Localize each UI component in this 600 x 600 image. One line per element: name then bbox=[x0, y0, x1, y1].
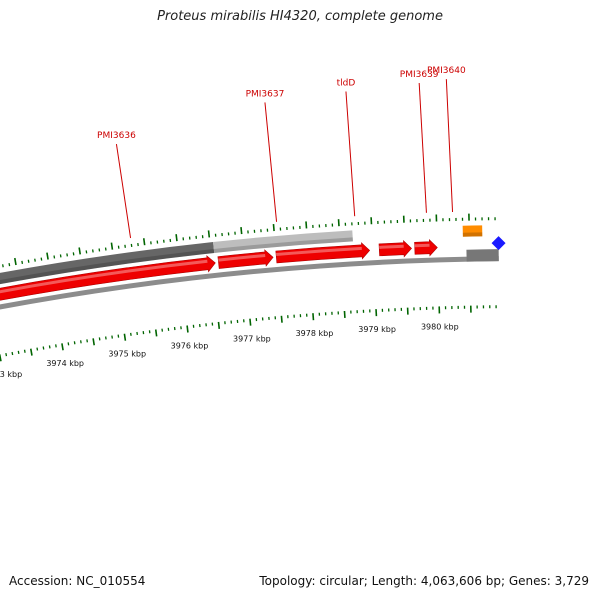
kbp-label: 3980 kbp bbox=[421, 322, 459, 331]
feature-band bbox=[213, 230, 353, 253]
cds-arrow bbox=[217, 249, 274, 269]
outer-tick-marks bbox=[2, 213, 496, 268]
outer-tick bbox=[175, 234, 178, 242]
gene-leader-line bbox=[345, 91, 356, 217]
cds-arrow-highlight bbox=[379, 244, 404, 249]
inner-tick bbox=[36, 347, 39, 351]
cds-arrow bbox=[414, 238, 438, 257]
inner-tick bbox=[0, 354, 2, 362]
cds-arrow bbox=[378, 239, 412, 258]
inner-tick bbox=[17, 350, 20, 354]
inner-tick bbox=[61, 343, 64, 351]
outer-tick bbox=[27, 259, 30, 263]
outer-tick bbox=[8, 263, 11, 267]
feature-band-shade bbox=[0, 249, 215, 285]
cds-arrow bbox=[0, 255, 216, 301]
gene-leader-line bbox=[115, 143, 132, 239]
backbone-track bbox=[0, 249, 499, 310]
inner-tick bbox=[154, 329, 158, 337]
backbone-grey-block bbox=[466, 249, 499, 262]
cds-arrow-highlight bbox=[275, 246, 362, 256]
gene-label: PMI3636 bbox=[97, 131, 136, 141]
inner-tick bbox=[5, 353, 8, 357]
inner-tick bbox=[249, 318, 252, 326]
inner-tick bbox=[29, 348, 33, 356]
inner-tick bbox=[186, 325, 189, 333]
outer-tick bbox=[272, 224, 275, 232]
blue-feature bbox=[491, 236, 506, 251]
gene-label: PMI3640 bbox=[427, 66, 466, 76]
outer-tick bbox=[2, 264, 4, 268]
inner-tick bbox=[217, 321, 221, 329]
inner-tick-marks bbox=[0, 305, 497, 362]
outer-tick bbox=[46, 252, 49, 260]
feature-band-shade bbox=[462, 232, 483, 237]
outer-tick bbox=[13, 257, 17, 266]
outer-tick bbox=[207, 230, 211, 238]
outer-tick bbox=[305, 221, 308, 229]
cds-arrow-highlight bbox=[0, 259, 208, 294]
cds-arrow-highlight bbox=[414, 243, 430, 248]
outer-tick bbox=[21, 260, 24, 264]
kbp-label: 3973 kbp bbox=[0, 370, 22, 379]
inner-tick bbox=[23, 349, 26, 353]
map-title: Proteus mirabilis HI4320, complete genom… bbox=[157, 9, 443, 24]
cds-track bbox=[0, 238, 438, 301]
outer-tick bbox=[78, 247, 82, 255]
kbp-label: 3975 kbp bbox=[108, 350, 146, 359]
kbp-label: 3974 kbp bbox=[46, 359, 84, 368]
inner-tick bbox=[11, 351, 14, 356]
outer-tick bbox=[110, 242, 114, 250]
accession-label: Accession: NC_010554 bbox=[9, 574, 146, 588]
kbp-label: 3978 kbp bbox=[296, 329, 334, 338]
feature-band-shade bbox=[213, 237, 353, 253]
kbp-label: 3979 kbp bbox=[358, 325, 396, 334]
gene-label: tldD bbox=[337, 78, 356, 88]
kbp-label: 3976 kbp bbox=[171, 341, 209, 350]
gene-label: PMI3639 bbox=[400, 70, 439, 80]
inner-tick bbox=[48, 345, 51, 349]
inner-tick bbox=[123, 333, 127, 341]
feature-band bbox=[0, 242, 215, 285]
gene-leader-line bbox=[445, 79, 454, 213]
gene-label-layer: cafAPMI3636PMI3637tldDPMI3639PMI3640 bbox=[97, 66, 466, 239]
outer-feature-track bbox=[0, 225, 483, 285]
blue-feature-marker bbox=[491, 236, 506, 251]
gene-leader-line bbox=[418, 82, 427, 213]
backbone-ring bbox=[0, 256, 499, 310]
genome-summary-label: Topology: circular; Length: 4,063,606 bp… bbox=[259, 574, 589, 588]
outer-tick bbox=[240, 227, 243, 235]
inner-tick bbox=[280, 315, 283, 323]
cds-arrow bbox=[275, 242, 371, 264]
gene-leader-line bbox=[264, 102, 278, 222]
inner-tick bbox=[312, 313, 315, 321]
kbp-label: 3977 kbp bbox=[233, 335, 271, 344]
inner-tick bbox=[92, 338, 95, 346]
cds-arrow-highlight bbox=[218, 253, 266, 262]
inner-tick bbox=[42, 346, 45, 350]
gene-label: PMI3637 bbox=[246, 89, 285, 99]
outer-tick bbox=[142, 238, 146, 246]
feature-band bbox=[462, 225, 483, 237]
outer-tick bbox=[34, 258, 36, 262]
